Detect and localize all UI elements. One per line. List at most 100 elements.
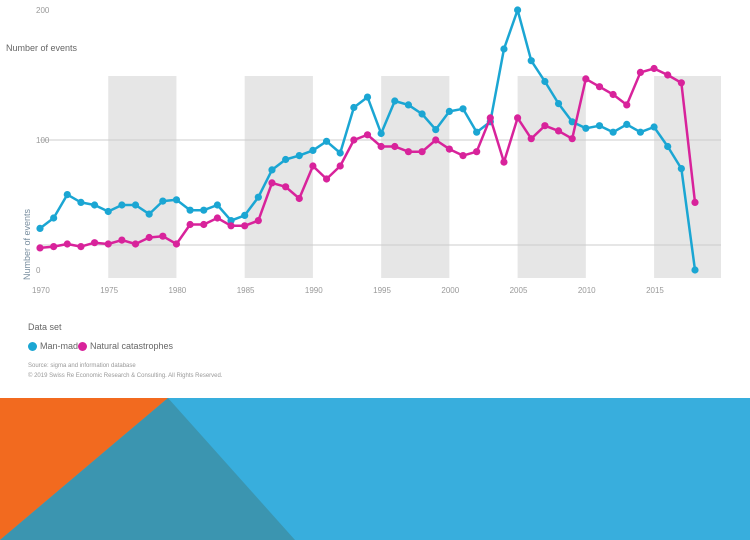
data-point-man-made[interactable] [186,206,194,214]
data-point-man-made[interactable] [377,129,385,138]
data-point-man-made[interactable] [582,124,590,132]
data-point-natural-catastrophes[interactable] [623,101,631,109]
data-point-man-made[interactable] [309,146,317,154]
data-point-natural-catastrophes[interactable] [200,220,208,229]
data-point-man-made[interactable] [282,155,290,164]
y-tick-label: 200 [36,6,50,15]
data-point-natural-catastrophes[interactable] [145,233,153,242]
data-point-natural-catastrophes[interactable] [541,122,549,130]
data-point-man-made[interactable] [541,77,549,86]
data-point-man-made[interactable] [391,97,399,105]
data-point-man-made[interactable] [514,6,522,14]
data-point-man-made[interactable] [268,166,276,174]
data-point-natural-catastrophes[interactable] [514,114,522,122]
data-point-man-made[interactable] [363,93,372,101]
data-point-natural-catastrophes[interactable] [650,64,658,73]
data-point-natural-catastrophes[interactable] [36,244,44,252]
data-point-man-made[interactable] [145,210,153,218]
data-point-man-made[interactable] [500,45,508,53]
data-point-natural-catastrophes[interactable] [104,240,112,248]
data-point-natural-catastrophes[interactable] [445,145,453,153]
legend-item-man-made[interactable]: Man-made [28,341,83,351]
data-point-natural-catastrophes[interactable] [363,131,372,139]
data-point-man-made[interactable] [241,211,249,219]
data-point-natural-catastrophes[interactable] [582,75,590,83]
data-point-man-made[interactable] [295,152,303,160]
data-point-natural-catastrophes[interactable] [527,135,535,143]
data-point-man-made[interactable] [159,197,167,205]
data-point-natural-catastrophes[interactable] [50,243,58,251]
data-point-man-made[interactable] [322,137,331,145]
data-point-natural-catastrophes[interactable] [77,243,85,251]
data-point-natural-catastrophes[interactable] [636,68,645,76]
data-point-man-made[interactable] [623,120,631,128]
data-point-natural-catastrophes[interactable] [172,240,181,248]
data-point-man-made[interactable] [650,123,658,131]
data-point-man-made[interactable] [445,107,453,115]
data-point-man-made[interactable] [118,201,126,209]
data-point-man-made[interactable] [254,193,262,201]
data-point-natural-catastrophes[interactable] [568,135,576,143]
data-point-natural-catastrophes[interactable] [664,71,672,79]
data-point-man-made[interactable] [473,128,481,136]
data-point-man-made[interactable] [664,142,672,151]
data-point-natural-catastrophes[interactable] [609,90,617,99]
data-point-natural-catastrophes[interactable] [391,142,399,151]
data-point-man-made[interactable] [691,266,699,274]
data-point-natural-catastrophes[interactable] [486,114,494,122]
data-point-natural-catastrophes[interactable] [186,220,194,229]
data-point-natural-catastrophes[interactable] [90,239,99,247]
data-point-natural-catastrophes[interactable] [350,136,358,144]
data-point-man-made[interactable] [459,105,467,113]
data-point-man-made[interactable] [677,165,685,173]
data-point-natural-catastrophes[interactable] [691,198,699,206]
data-point-natural-catastrophes[interactable] [459,152,467,160]
data-point-man-made[interactable] [50,214,58,222]
data-point-man-made[interactable] [554,100,563,108]
data-point-natural-catastrophes[interactable] [63,240,71,248]
data-point-natural-catastrophes[interactable] [677,79,685,87]
data-point-man-made[interactable] [131,201,140,209]
data-point-man-made[interactable] [213,201,221,209]
data-point-man-made[interactable] [36,224,44,232]
data-point-man-made[interactable] [172,196,181,204]
data-point-man-made[interactable] [609,128,617,136]
data-point-natural-catastrophes[interactable] [309,162,317,170]
data-point-man-made[interactable] [227,217,235,225]
data-point-man-made[interactable] [527,57,535,65]
data-point-natural-catastrophes[interactable] [322,175,331,183]
data-point-man-made[interactable] [104,207,112,216]
data-point-man-made[interactable] [350,103,358,112]
data-point-natural-catastrophes[interactable] [159,232,167,240]
data-point-man-made[interactable] [336,149,344,157]
data-point-natural-catastrophes[interactable] [268,179,276,187]
data-point-natural-catastrophes[interactable] [418,148,426,156]
data-point-natural-catastrophes[interactable] [241,222,249,230]
data-point-man-made[interactable] [200,206,208,214]
data-point-natural-catastrophes[interactable] [295,194,303,203]
data-point-man-made[interactable] [63,191,71,199]
data-point-man-made[interactable] [568,118,576,126]
data-point-man-made[interactable] [595,122,604,130]
legend-item-natural-catastrophes[interactable]: Natural catastrophes [78,341,173,351]
data-point-natural-catastrophes[interactable] [473,148,481,156]
data-point-natural-catastrophes[interactable] [213,214,221,222]
data-point-natural-catastrophes[interactable] [118,236,126,244]
data-point-natural-catastrophes[interactable] [432,136,440,144]
data-point-natural-catastrophes[interactable] [595,83,604,91]
data-point-man-made[interactable] [90,201,99,209]
data-point-man-made[interactable] [636,128,645,136]
data-point-natural-catastrophes[interactable] [404,148,413,156]
data-point-natural-catastrophes[interactable] [254,217,262,225]
data-point-natural-catastrophes[interactable] [282,183,290,191]
data-point-natural-catastrophes[interactable] [227,222,235,230]
data-point-man-made[interactable] [432,126,440,134]
data-point-man-made[interactable] [404,101,413,109]
data-point-man-made[interactable] [77,198,85,206]
data-point-natural-catastrophes[interactable] [500,158,508,166]
data-point-natural-catastrophes[interactable] [377,142,385,151]
data-point-man-made[interactable] [418,110,426,118]
data-point-natural-catastrophes[interactable] [131,240,140,248]
data-point-natural-catastrophes[interactable] [336,162,344,170]
data-point-natural-catastrophes[interactable] [554,127,563,135]
